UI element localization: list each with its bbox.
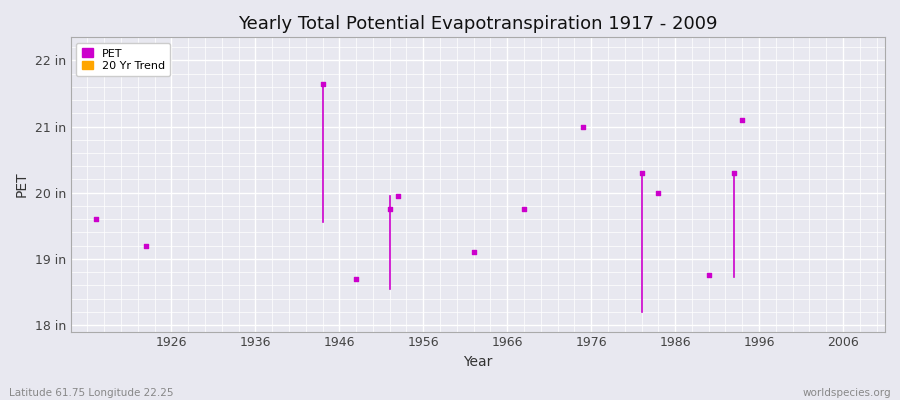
Point (735, 117, 750, 123)
Point (634, 170, 649, 176)
Point (315, 80, 329, 87)
Point (382, 206, 397, 212)
Point (576, 124, 590, 130)
Point (726, 170, 741, 176)
Point (701, 272, 716, 278)
Point (651, 190, 665, 196)
Point (391, 193, 405, 199)
Text: worldspecies.org: worldspecies.org (803, 388, 891, 398)
X-axis label: Year: Year (464, 355, 492, 369)
Point (139, 242, 153, 249)
Point (349, 276, 364, 282)
Text: Latitude 61.75 Longitude 22.25: Latitude 61.75 Longitude 22.25 (9, 388, 174, 398)
Point (517, 206, 531, 212)
Point (466, 249, 481, 256)
Legend: PET, 20 Yr Trend: PET, 20 Yr Trend (76, 43, 170, 76)
Point (89, 216, 104, 222)
Title: Yearly Total Potential Evapotranspiration 1917 - 2009: Yearly Total Potential Evapotranspiratio… (238, 15, 717, 33)
Y-axis label: PET: PET (15, 172, 29, 197)
